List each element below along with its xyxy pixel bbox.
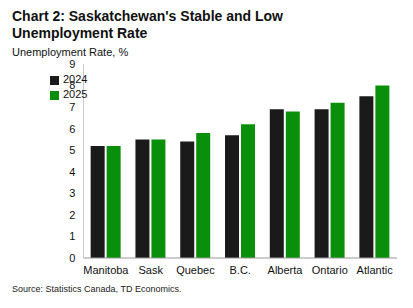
svg-text:B.C.: B.C. xyxy=(230,264,251,276)
svg-text:2: 2 xyxy=(69,209,75,221)
svg-text:6: 6 xyxy=(69,123,75,135)
svg-text:3: 3 xyxy=(69,187,75,199)
svg-text:9: 9 xyxy=(69,58,75,70)
svg-text:1: 1 xyxy=(69,230,75,242)
svg-text:Alberta: Alberta xyxy=(268,264,304,276)
svg-text:Quebec: Quebec xyxy=(176,264,215,276)
svg-text:0: 0 xyxy=(69,252,75,264)
svg-text:Ontario: Ontario xyxy=(312,264,348,276)
svg-text:4: 4 xyxy=(69,166,75,178)
svg-text:Sask: Sask xyxy=(138,264,163,276)
svg-text:Manitoba: Manitoba xyxy=(83,264,129,276)
svg-text:7: 7 xyxy=(69,101,75,113)
svg-text:Atlantic: Atlantic xyxy=(357,264,394,276)
svg-text:5: 5 xyxy=(69,144,75,156)
svg-text:8: 8 xyxy=(69,79,75,91)
